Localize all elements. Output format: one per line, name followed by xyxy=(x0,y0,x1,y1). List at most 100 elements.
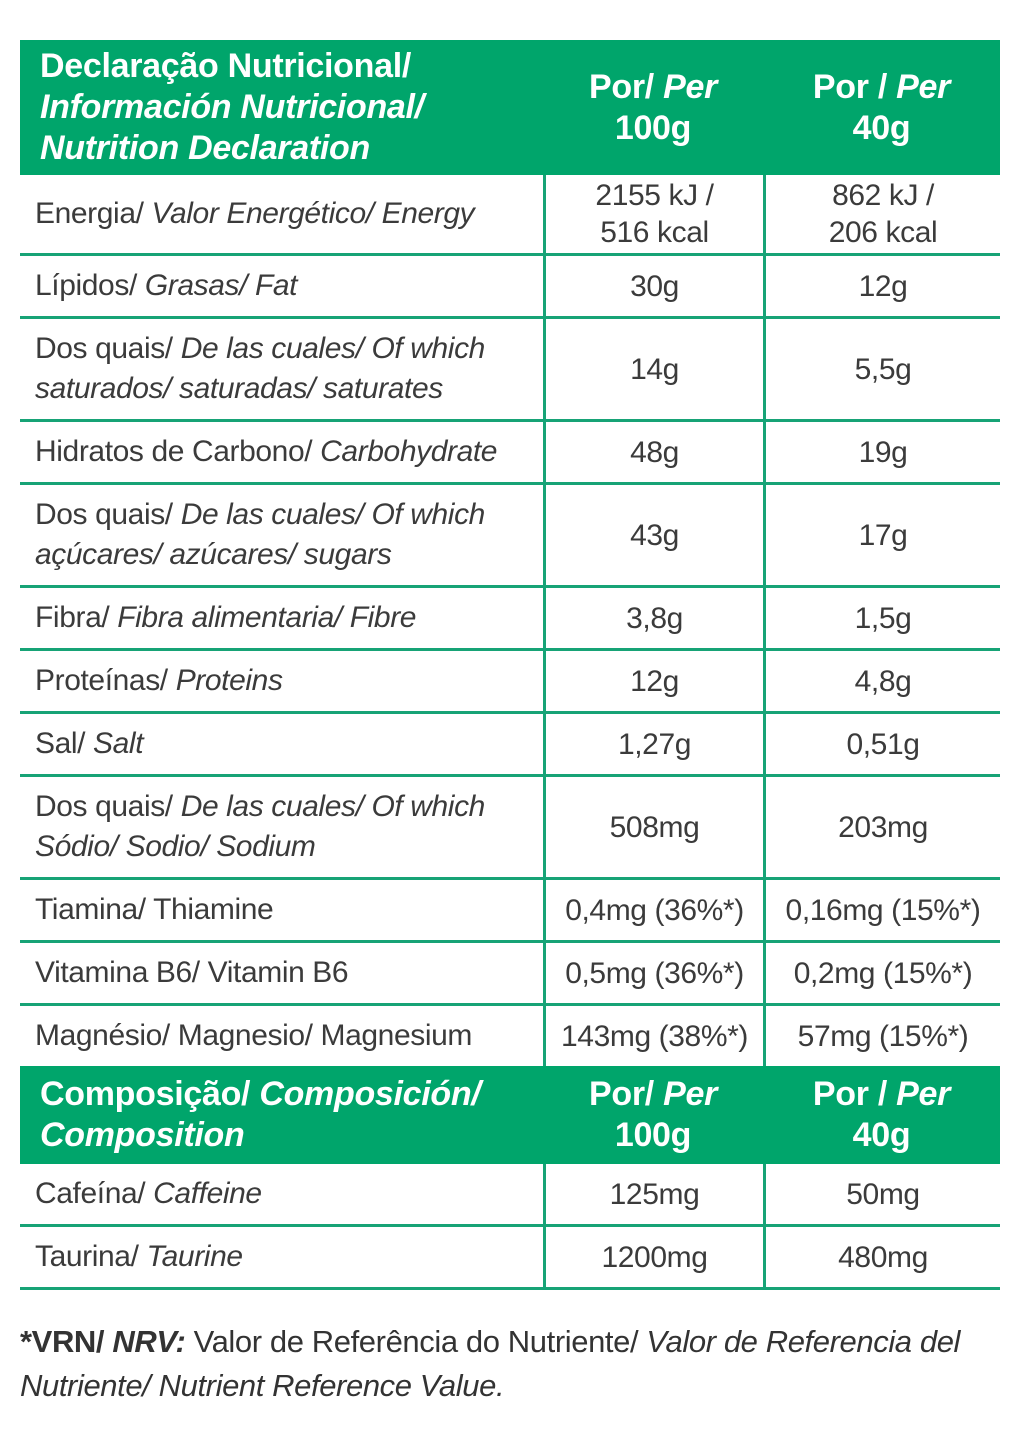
text-segment: Valor de Referência do Nutriente/ xyxy=(193,1324,647,1359)
table-row: Dos quais/ De las cuales/ Of which açúca… xyxy=(20,482,1000,585)
value-per-40g-text: 0,16mg (15%*) xyxy=(785,893,981,927)
value-per-40g: 19g xyxy=(763,422,1000,482)
value-per-40g-text: 19g xyxy=(858,435,908,469)
text-line: Declaração Nutricional/ xyxy=(40,46,543,87)
composition-col-header-per-100g-line1: Por/ Per xyxy=(543,1074,763,1115)
row-label: Energia/ Valor Energético/ Energy xyxy=(20,175,543,253)
text-segment: Composição/ xyxy=(40,1075,260,1113)
row-label-text: Lípidos/ Grasas/ Fat xyxy=(35,266,298,306)
row-label: Proteínas/ Proteins xyxy=(20,651,543,711)
row-label: Vitamina B6/ Vitamin B6 xyxy=(20,943,543,1003)
value-per-100g: 1200mg xyxy=(543,1227,763,1287)
value-per-40g: 0,16mg (15%*) xyxy=(763,880,1000,940)
row-label: Dos quais/ De las cuales/ Of which açúca… xyxy=(20,485,543,585)
value-per-40g-text: 12g xyxy=(858,269,908,303)
table-row: Lípidos/ Grasas/ Fat 30g 12g xyxy=(20,253,1000,316)
row-label-text: Cafeína/ Caffeine xyxy=(35,1174,262,1214)
composition-table-title: Composição/ Composición/Composition xyxy=(20,1068,543,1162)
text-segment: De las cuales/ Of which Sódio/ Sodio/ So… xyxy=(35,790,485,863)
value-per-100g: 48g xyxy=(543,422,763,482)
value-per-100g-text: 43g xyxy=(630,518,679,552)
text-segment: Taurina/ xyxy=(35,1240,147,1273)
table-row: Sal/ Salt 1,27g 0,51g xyxy=(20,711,1000,774)
value-per-40g-text: 203mg xyxy=(838,810,928,844)
row-label: Magnésio/ Magnesio/ Magnesium xyxy=(20,1006,543,1066)
nutrition-label-sheet: Declaração Nutricional/Información Nutri… xyxy=(20,40,1000,1408)
value-per-100g: 3,8g xyxy=(543,588,763,648)
value-per-100g-text: 0,5mg (36%*) xyxy=(565,956,744,990)
table-row: Fibra/ Fibra alimentaria/ Fibre 3,8g 1,5g xyxy=(20,585,1000,648)
row-label: Tiamina/ Thiamine xyxy=(20,880,543,940)
col-header-per-40g-line1: Por / Per xyxy=(763,67,1000,108)
value-per-100g: 43g xyxy=(543,485,763,585)
value-per-40g-text: 5,5g xyxy=(854,352,912,386)
row-label: Sal/ Salt xyxy=(20,714,543,774)
nutrition-table-title: Declaração Nutricional/Información Nutri… xyxy=(20,40,543,175)
text-segment: De las cuales/ Of which saturados/ satur… xyxy=(35,332,485,405)
text-segment: Dos quais/ xyxy=(35,332,181,365)
value-per-40g-text: 4,8g xyxy=(854,664,912,698)
row-label: Lípidos/ Grasas/ Fat xyxy=(20,256,543,316)
row-label: Fibra/ Fibra alimentaria/ Fibre xyxy=(20,588,543,648)
row-label: Dos quais/ De las cuales/ Of which Sódio… xyxy=(20,777,543,877)
text-segment: Lípidos/ xyxy=(35,269,145,302)
text-segment: Dos quais/ xyxy=(35,790,181,823)
value-per-40g-text: 17g xyxy=(858,518,908,552)
nrv-footnote: *VRN/ NRV: Valor de Referência do Nutrie… xyxy=(20,1320,1000,1408)
value-per-100g: 1,27g xyxy=(543,714,763,774)
composition-col-header-per-100g-amount: 100g xyxy=(614,1116,692,1154)
value-per-100g-text: 0,4mg (36%*) xyxy=(565,893,744,927)
text-segment: Por / xyxy=(812,1075,897,1113)
value-per-40g: 203mg xyxy=(763,777,1000,877)
col-header-per-40g: Por / Per 40g xyxy=(763,61,1000,155)
row-label-text: Fibra/ Fibra alimentaria/ Fibre xyxy=(35,598,416,638)
text-segment: Composition xyxy=(40,1116,245,1154)
col-header-per-100g-amount: 100g xyxy=(614,108,692,147)
nutrition-table-header-row: Declaração Nutricional/Información Nutri… xyxy=(20,40,1000,175)
value-per-40g: 480mg xyxy=(763,1227,1000,1287)
row-label: Hidratos de Carbono/ Carbohydrate xyxy=(20,422,543,482)
composition-col-header-per-100g: Por/ Per 100g xyxy=(543,1068,763,1162)
text-segment: Declaração Nutricional/ xyxy=(40,47,412,85)
table-row: Magnésio/ Magnesio/ Magnesium 143mg (38%*… xyxy=(20,1003,1000,1066)
text-segment: Salt xyxy=(93,727,144,760)
value-per-100g: 14g xyxy=(543,319,763,419)
text-segment: *VRN/ xyxy=(20,1324,113,1359)
text-segment: Sal/ xyxy=(35,727,94,760)
text-segment: Composición/ xyxy=(259,1075,481,1113)
text-line: Composition xyxy=(40,1115,543,1156)
row-label-text: Energia/ Valor Energético/ Energy xyxy=(35,194,475,234)
composition-table: Composição/ Composición/Composition Por/… xyxy=(20,1066,1000,1290)
col-header-per-100g-line1: Por/ Per xyxy=(543,67,763,108)
composition-col-header-per-40g: Por / Per 40g xyxy=(763,1068,1000,1162)
text-segment: Información Nutricional/ xyxy=(40,88,424,126)
value-per-40g-text: 57mg (15%*) xyxy=(797,1019,969,1053)
value-per-40g-text: 50mg xyxy=(846,1177,920,1211)
text-segment: Nutrition Declaration xyxy=(40,129,370,167)
value-per-40g: 57mg (15%*) xyxy=(763,1006,1000,1066)
table-row: Dos quais/ De las cuales/ Of which satur… xyxy=(20,316,1000,419)
text-line: Información Nutricional/ xyxy=(40,87,543,128)
nutrition-rows: Energia/ Valor Energético/ Energy 2155 kJ… xyxy=(20,175,1000,1066)
text-segment: Por/ xyxy=(589,1075,664,1113)
value-per-40g: 4,8g xyxy=(763,651,1000,711)
text-segment: Carbohydrate xyxy=(320,435,498,468)
table-row: Energia/ Valor Energético/ Energy 2155 kJ… xyxy=(20,175,1000,253)
row-label-text: Magnésio/ Magnesio/ Magnesium xyxy=(35,1016,472,1056)
text-line: Nutrition Declaration xyxy=(40,128,543,169)
composition-rows: Cafeína/ Caffeine 125mg 50mg Taurina/ Tauri… xyxy=(20,1164,1000,1290)
value-per-40g: 12g xyxy=(763,256,1000,316)
text-segment: Por / xyxy=(812,67,897,106)
composition-col-header-per-40g-amount: 40g xyxy=(852,1116,911,1154)
value-per-100g-text: 1200mg xyxy=(601,1240,708,1274)
text-segment: Per xyxy=(663,67,717,106)
value-per-100g-text: 3,8g xyxy=(626,601,683,635)
table-row: Vitamina B6/ Vitamin B6 0,5mg (36%*) 0,2mg… xyxy=(20,940,1000,1003)
row-label-text: Tiamina/ Thiamine xyxy=(35,890,274,930)
value-per-40g-text: 0,2mg (15%*) xyxy=(793,956,973,990)
table-row: Proteínas/ Proteins 12g 4,8g xyxy=(20,648,1000,711)
value-per-100g-text: 508mg xyxy=(609,810,700,844)
text-segment: Fibra/ xyxy=(35,601,118,634)
table-row: Dos quais/ De las cuales/ Of which Sódio… xyxy=(20,774,1000,877)
value-per-40g: 0,2mg (15%*) xyxy=(763,943,1000,1003)
